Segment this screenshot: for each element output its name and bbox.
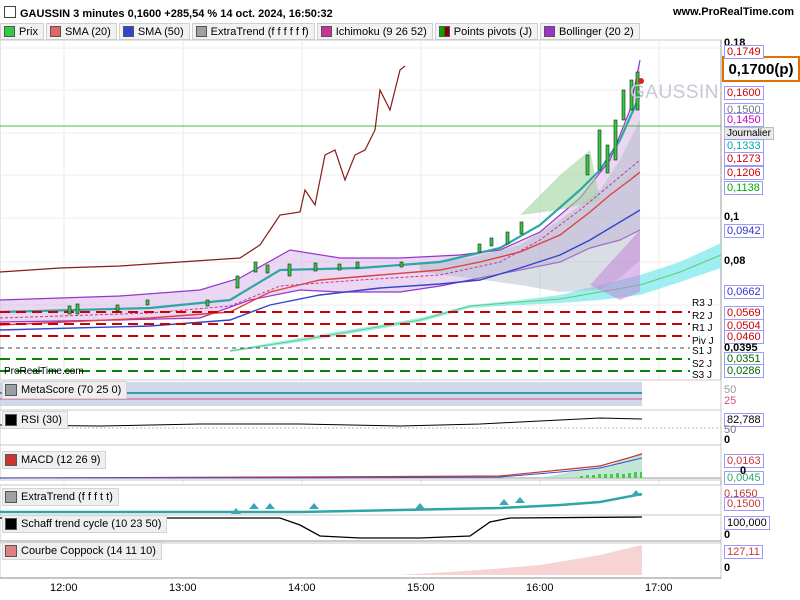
- metascore-swatch-icon: [5, 384, 17, 396]
- price-label: 0,1206: [724, 166, 764, 180]
- macd-zero: 0: [740, 465, 747, 477]
- time-label-1500: 15:00: [407, 582, 435, 594]
- bollinger-swatch-icon: [544, 26, 556, 37]
- price-label: 0,1273: [724, 152, 764, 166]
- price-label: 0,0504: [724, 319, 764, 333]
- rsi-zero: 0: [724, 434, 731, 446]
- macd-hist-value: 0,0045: [724, 471, 764, 485]
- symbol-watermark: GAUSSIN: [630, 82, 720, 103]
- sma50-swatch-icon: [122, 26, 134, 37]
- coppock-area: [0, 545, 642, 575]
- candles: [67, 71, 640, 315]
- bollinger-upper: [0, 59, 641, 301]
- window-icon[interactable]: [4, 6, 16, 18]
- panel-label-extratrend[interactable]: ExtraTrend (f f f t t): [2, 488, 119, 506]
- time-label-1700: 17:00: [645, 582, 673, 594]
- pivot-lines: [0, 311, 690, 372]
- legend-item-pivots[interactable]: Points pivots (J): [434, 23, 539, 40]
- bollinger-lower: [0, 229, 641, 323]
- pivot-label: R1 J: [692, 323, 713, 334]
- pivot-label: S1 J: [692, 346, 713, 357]
- metascore-value-25: 25: [724, 395, 737, 407]
- price-label: 0,1: [724, 211, 740, 223]
- coppock-zero: 0: [724, 562, 731, 574]
- price-label: 0,0569: [724, 306, 764, 320]
- pivot-label: R3 J: [692, 298, 713, 309]
- sma50-line: [0, 209, 641, 331]
- last-price-dot: [638, 78, 644, 84]
- macd-histogram: [580, 472, 642, 478]
- price-label: 0,0351: [724, 352, 764, 366]
- bollinger-band-fill: [0, 60, 640, 322]
- rsi-swatch-icon: [5, 414, 17, 426]
- rsi-value: 82,788: [724, 413, 764, 427]
- panel-label-rsi[interactable]: RSI (30): [2, 411, 68, 429]
- sma20-swatch-icon: [49, 26, 61, 37]
- legend-item-ichimoku[interactable]: Ichimoku (9 26 52): [316, 23, 433, 40]
- sma20-line: [0, 171, 641, 326]
- pivot-label: Piv J: [692, 336, 714, 347]
- coppock-value: 127,11: [724, 545, 763, 559]
- price-label: 0,1450: [724, 113, 764, 127]
- darkred-oscillator-line: [0, 65, 406, 273]
- ichimoku-span-line: [229, 254, 722, 352]
- legend-item-extratrend[interactable]: ExtraTrend (f f f f f f): [191, 23, 315, 40]
- rsi-line: [0, 417, 643, 427]
- extratrend-area: [420, 120, 640, 292]
- panel-label-macd[interactable]: MACD (12 26 9): [2, 451, 107, 469]
- schaff-line: [0, 516, 643, 539]
- pivot-label: R2 J: [692, 311, 713, 322]
- price-label: 0,1600: [724, 86, 764, 100]
- price-label: 0,1138: [724, 181, 763, 195]
- time-label-1300: 13:00: [169, 582, 197, 594]
- chart-title: GAUSSIN 3 minutes 0,1600 +285,54 % 14 oc…: [4, 6, 333, 20]
- coppock-swatch-icon: [5, 545, 17, 557]
- price-label: 0,0942: [724, 224, 764, 238]
- time-label-1200: 12:00: [50, 582, 78, 594]
- schaff-zero: 0: [724, 529, 731, 541]
- price-label: 0,0460: [724, 330, 764, 344]
- extratrend-line: [0, 94, 642, 314]
- panel-label-schaff[interactable]: Schaff trend cycle (10 23 50): [2, 515, 168, 533]
- panel-label-coppock[interactable]: Courbe Coppock (14 11 10): [2, 542, 162, 560]
- metascore-value-50: 50: [724, 384, 737, 396]
- extratrend-bull-zone: [520, 150, 600, 215]
- extratrend-arrows: [231, 490, 641, 514]
- price-label: 0,0395: [724, 342, 758, 354]
- macd-swatch-icon: [5, 454, 17, 466]
- pivot-label: S2 J: [692, 359, 713, 370]
- bollinger-tail-zone: [590, 230, 640, 300]
- time-label-1400: 14:00: [288, 582, 316, 594]
- price-label: 0,08: [724, 255, 746, 267]
- panel-label-metascore[interactable]: MetaScore (70 25 0): [2, 381, 128, 399]
- site-watermark: ProRealTime.com: [4, 366, 84, 377]
- extratrend-value-2: 0,1500: [724, 497, 764, 511]
- price-label: 0,0662: [724, 285, 764, 299]
- price-label: 0,0286: [724, 364, 764, 378]
- extratrend-swatch-icon: [195, 26, 207, 37]
- price-label: 0,1333: [724, 139, 764, 153]
- price-label: 0,1749: [724, 45, 764, 59]
- macd-value: 0,0163: [724, 454, 764, 468]
- pivots-swatch-icon: [438, 26, 450, 37]
- ichimoku-swatch-icon: [320, 26, 332, 37]
- time-label-1600: 16:00: [526, 582, 554, 594]
- extratrend2-swatch-icon: [5, 491, 17, 503]
- chart-title-text: GAUSSIN 3 minutes 0,1600 +285,54 % 14 oc…: [20, 8, 333, 20]
- title-bar: GAUSSIN 3 minutes 0,1600 +285,54 % 14 oc…: [0, 0, 800, 24]
- prix-swatch-icon: [4, 26, 15, 37]
- rsi-mid: 50: [724, 424, 737, 436]
- pivot-label: S3 J: [692, 370, 713, 381]
- current-price-badge: 0,1700(p): [722, 56, 800, 82]
- schaff-swatch-icon: [5, 518, 17, 530]
- schaff-value: 100,000: [724, 516, 770, 530]
- site-url[interactable]: www.ProRealTime.com: [672, 6, 794, 18]
